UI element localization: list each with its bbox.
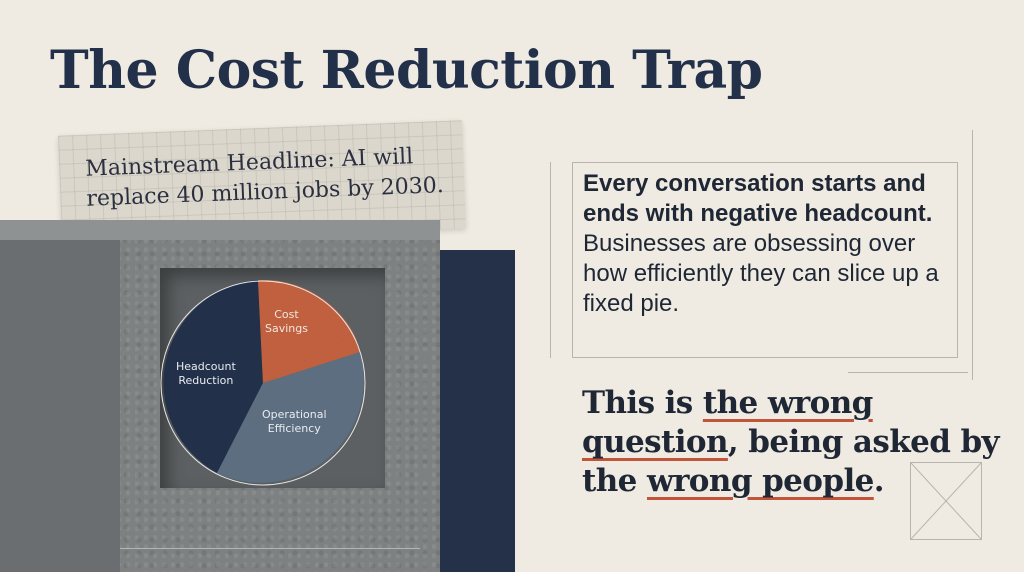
guide-line-left <box>550 162 551 358</box>
pie-label-reduction: Reduction <box>178 374 234 387</box>
concrete-top-face <box>0 220 440 240</box>
navy-block <box>430 250 515 572</box>
quote-part-2: , being asked by the <box>582 424 1000 499</box>
pie-label-headcount: Headcount <box>176 360 236 373</box>
pie-label-operational-efficiency: Operational Efficiency <box>262 408 327 436</box>
quote-highlight-2: wrong people <box>646 463 874 499</box>
pie-chart: Cost Savings Headcount Reduction Operati… <box>160 279 366 486</box>
concrete-side-face <box>0 240 120 572</box>
pie-slice-cost-small <box>263 334 360 383</box>
pie-label-operational: Operational <box>262 408 327 421</box>
quote-part-3: . <box>873 463 885 499</box>
cross-lines <box>910 462 982 540</box>
key-quote: This is the wrong question, being asked … <box>582 384 1002 501</box>
pie-label-efficiency: Efficiency <box>267 422 321 435</box>
clipping-headline: Mainstream Headline: AI will replace 40 … <box>85 141 457 215</box>
pie-label-cost-savings: Cost Savings <box>265 308 308 336</box>
pie-outline <box>160 280 366 486</box>
guide-line-right <box>972 130 973 380</box>
statement-bold: Every conversation starts and ends with … <box>583 170 933 227</box>
quote-highlight-1: the wrong question <box>582 385 873 460</box>
pie-label-cost: Cost <box>274 308 299 321</box>
guide-line-bottom <box>848 372 968 373</box>
crossed-box-icon <box>910 462 982 540</box>
pie-label-headcount-reduction: Headcount Reduction <box>176 360 236 388</box>
pie-slice-headcount <box>163 280 263 473</box>
quote-part-1: This is <box>582 385 703 421</box>
pie-slice-efficiency <box>217 352 364 483</box>
guide-line-base <box>120 548 420 549</box>
pie-label-savings: Savings <box>265 322 308 335</box>
pie-svg <box>160 279 366 486</box>
statement-normal: Businesses are obsessing over how effici… <box>583 230 939 317</box>
statement-box: Every conversation starts and ends with … <box>572 162 958 358</box>
page-title: The Cost Reduction Trap <box>50 40 763 101</box>
